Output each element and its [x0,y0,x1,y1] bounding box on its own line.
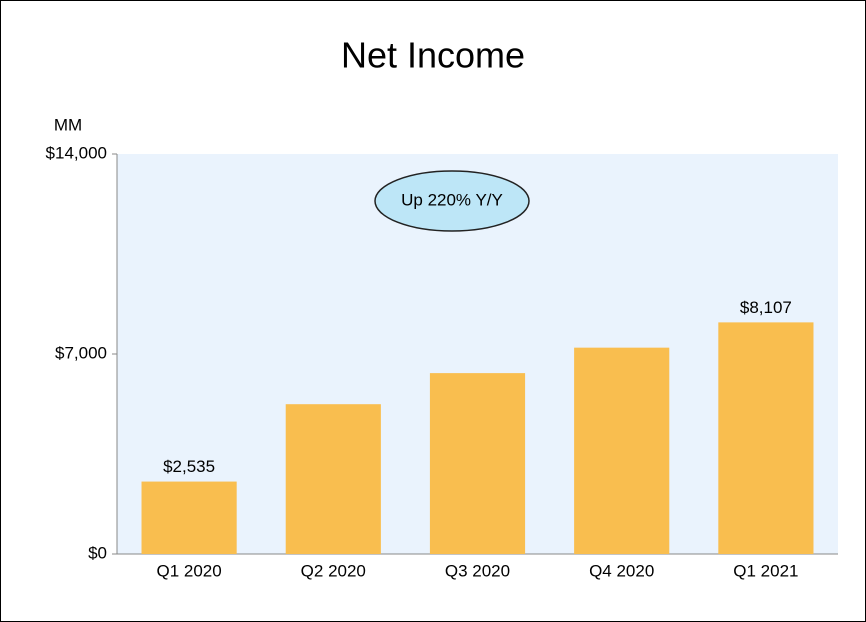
chart-title: Net Income [341,35,525,76]
value-label: $2,535 [163,457,215,476]
y-tick-label: $14,000 [46,143,107,162]
x-tick-label: Q1 2021 [733,561,798,580]
annotation-bubble [374,170,530,232]
x-tick-label: Q1 2020 [156,561,221,580]
bar [718,322,814,554]
y-tick-label: $7,000 [55,343,107,362]
x-tick-label: Q3 2020 [445,561,510,580]
annotation: Up 220% Y/Y [401,190,503,209]
x-tick-label: Q4 2020 [589,561,654,580]
bar [141,481,237,554]
bar [429,373,526,554]
y-tick-label: $0 [88,543,107,562]
value-label: $8,107 [740,298,792,317]
bar [574,347,670,554]
unit-label: MM [54,115,82,134]
x-tick-label: Q2 2020 [301,561,366,580]
bar [285,404,381,554]
